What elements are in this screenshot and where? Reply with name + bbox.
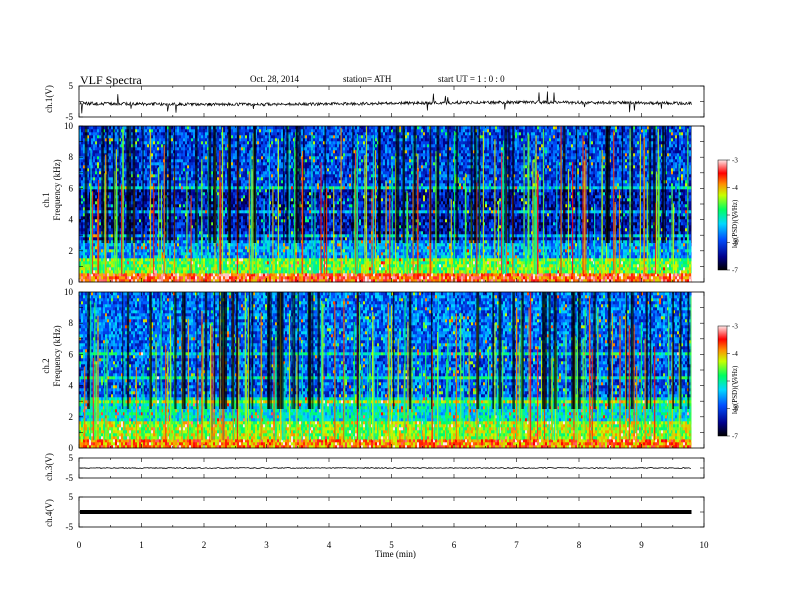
s2-y-tick-label: 6 (69, 349, 74, 359)
x-tick-label: 0 (77, 540, 82, 550)
s1-y-tick-label: 2 (69, 246, 74, 256)
x-tick-label: 4 (327, 540, 332, 550)
ch1-colorbar-label: log(PSD)(V²/Hz) (731, 200, 739, 248)
ch4-y-tick-label: -5 (66, 522, 74, 532)
ch1-channel-label: ch.1 (41, 180, 51, 220)
x-tick-label: 2 (202, 540, 207, 550)
x-axis-label: Time (min) (375, 549, 416, 559)
s2-y-tick-label: 10 (64, 287, 74, 297)
x-tick-label: 7 (514, 540, 519, 550)
colorbar-tick-label: -4 (732, 350, 738, 358)
ch1-y-tick-label: 5 (69, 81, 74, 91)
ch1-waveform (80, 92, 691, 114)
ch2-colorbar (718, 326, 727, 436)
colorbar-tick-label: -7 (732, 267, 738, 275)
ch4-ylabel: ch.4(V) (44, 493, 54, 533)
figure-title: VLF Spectra (80, 73, 142, 88)
ch1-freq-ylabel: Frequency (kHz) (52, 140, 62, 240)
ch2-freq-ylabel: Frequency (kHz) (52, 306, 62, 406)
ch1-spectrogram (79, 126, 704, 282)
s2-y-tick-label: 8 (69, 318, 74, 328)
panel-frame-ch1 (79, 86, 704, 117)
ch3-ylabel: ch.3(V) (44, 447, 54, 487)
ch1-colorbar (718, 160, 727, 270)
ch3-y-tick-label: -5 (66, 473, 74, 483)
x-tick-label: 1 (139, 540, 144, 550)
x-tick-label: 3 (264, 540, 269, 550)
x-tick-label: 10 (700, 540, 710, 550)
ch3-y-tick-label: 5 (69, 453, 74, 463)
s1-y-tick-label: 4 (69, 215, 74, 225)
ch2-colorbar-label: log(PSD)(V²/Hz) (731, 366, 739, 414)
start-time-label: start UT = 1 : 0 : 0 (438, 74, 505, 84)
ch3-waveform (80, 468, 691, 469)
date-label: Oct. 28, 2014 (250, 74, 299, 84)
colorbar-tick-label: -3 (732, 157, 738, 165)
ch2-spectrogram (79, 292, 704, 448)
s2-y-tick-label: 2 (69, 412, 74, 422)
s1-y-tick-label: 6 (69, 183, 74, 193)
s1-y-tick-label: 10 (64, 121, 74, 131)
x-tick-label: 6 (452, 540, 457, 550)
colorbar-tick-label: -4 (732, 184, 738, 192)
ch4-waveform (80, 510, 692, 514)
colorbar-tick-label: -7 (732, 433, 738, 441)
s2-y-tick-label: 0 (69, 443, 74, 453)
x-tick-label: 8 (577, 540, 582, 550)
ch1-ylabel: ch.1(V) (44, 79, 54, 119)
s2-y-tick-label: 4 (69, 381, 74, 391)
colorbar-tick-label: -3 (732, 323, 738, 331)
station-label: station= ATH (343, 74, 391, 84)
ch4-y-tick-label: 5 (69, 492, 74, 502)
ch2-channel-label: ch.2 (41, 346, 51, 386)
s1-y-tick-label: 0 (69, 277, 74, 287)
x-tick-label: 9 (639, 540, 644, 550)
s1-y-tick-label: 8 (69, 152, 74, 162)
